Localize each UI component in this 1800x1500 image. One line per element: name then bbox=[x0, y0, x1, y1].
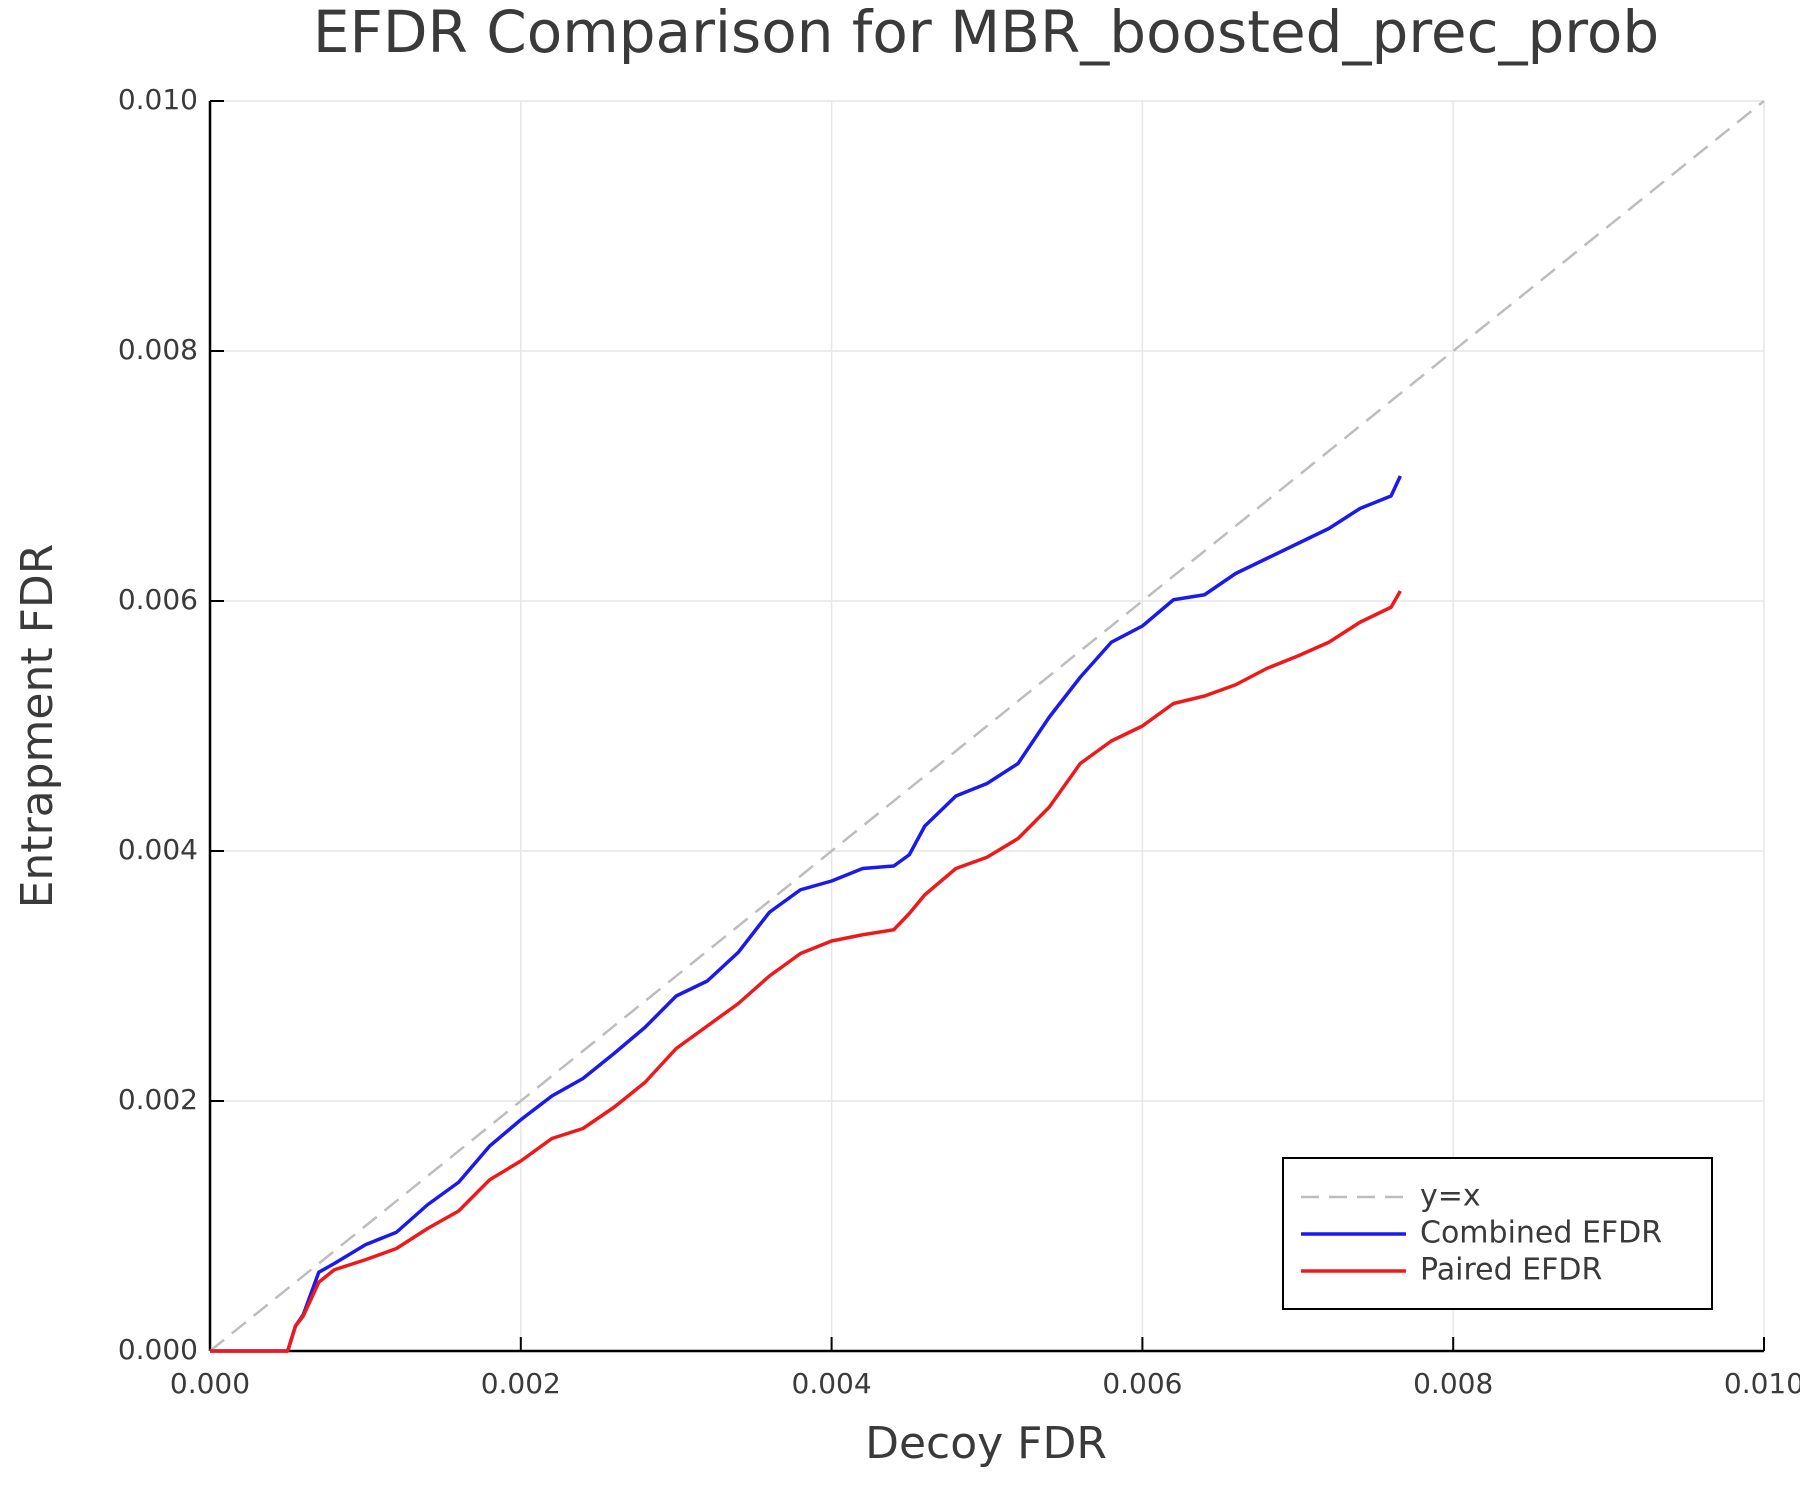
y-tick-label: 0.004 bbox=[118, 833, 198, 866]
series-line bbox=[209, 100, 1765, 1352]
y-tick-label: 0.010 bbox=[118, 83, 198, 116]
x-tick-label: 0.004 bbox=[792, 1367, 872, 1400]
legend-label: y=x bbox=[1420, 1179, 1481, 1214]
y-axis-title: Entrapment FDR bbox=[12, 544, 63, 909]
chart-title: EFDR Comparison for MBR_boosted_prec_pro… bbox=[313, 0, 1659, 66]
x-axis-title: Decoy FDR bbox=[865, 1418, 1107, 1469]
x-tick-label: 0.008 bbox=[1413, 1367, 1493, 1400]
x-tick-label: 0.000 bbox=[170, 1367, 250, 1400]
x-tick-label: 0.010 bbox=[1724, 1367, 1800, 1400]
y-tick-label: 0.006 bbox=[118, 583, 198, 616]
series-line bbox=[210, 590, 1402, 1353]
legend-label: Paired EFDR bbox=[1420, 1253, 1602, 1288]
y-tick-label: 0.002 bbox=[118, 1083, 198, 1116]
legend-label: Combined EFDR bbox=[1420, 1216, 1662, 1251]
y-tick-label: 0.008 bbox=[118, 333, 198, 366]
series-line bbox=[210, 475, 1402, 1353]
x-tick-label: 0.006 bbox=[1102, 1367, 1182, 1400]
x-tick-label: 0.002 bbox=[481, 1367, 561, 1400]
y-tick-label: 0.000 bbox=[118, 1333, 198, 1366]
